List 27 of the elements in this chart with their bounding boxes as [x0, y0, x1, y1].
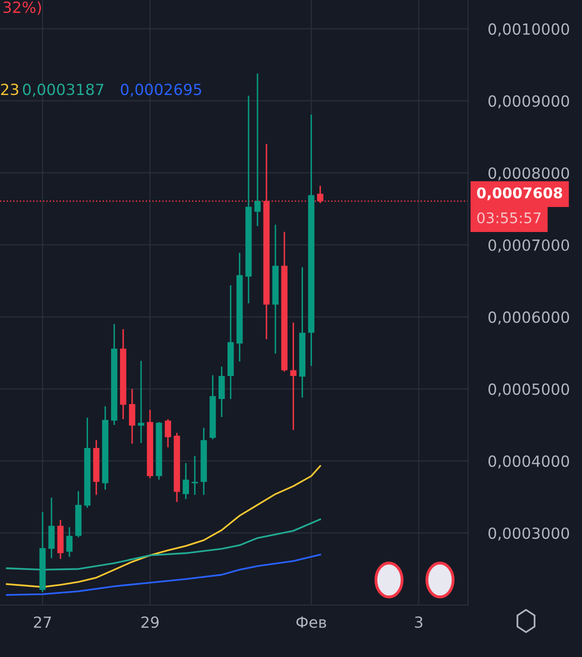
y-tick-label: 0,0007000 [488, 239, 570, 252]
annotation: 32%) [4, 1, 41, 15]
x-tick-label: 3 [415, 616, 422, 628]
y-tick-label: 0,0004000 [488, 455, 570, 469]
candlestick [192, 455, 198, 496]
candlestick [164, 418, 172, 448]
candlestick [254, 72, 261, 227]
annotation: 23 [1, 84, 18, 96]
x-tick-label: Фев [296, 616, 326, 628]
candlestick [128, 388, 136, 444]
x-tick-label: 29 [141, 616, 159, 628]
candlestick [182, 462, 189, 500]
x-tick-label: 27 [34, 616, 51, 628]
ref-line-label: 0,0007608 [477, 187, 562, 200]
y-tick-label: 0,0005000 [488, 383, 570, 397]
candlestick [218, 366, 225, 418]
y-tick-label: 0,0008000 [488, 167, 570, 180]
annotation: 0,0003187 [23, 84, 104, 97]
text: 03:55:57 [477, 212, 541, 224]
candlestick [290, 322, 296, 431]
annotation: 0,0002695 [120, 84, 202, 97]
candlestick [66, 526, 73, 558]
y-tick-label: 0,0009000 [488, 95, 570, 108]
y-tick-label: 0,0006000 [488, 311, 570, 324]
y-tick-label: 0,0003000 [488, 527, 570, 541]
candlestick [48, 496, 55, 559]
y-tick-label: 0,0010000 [488, 23, 570, 36]
